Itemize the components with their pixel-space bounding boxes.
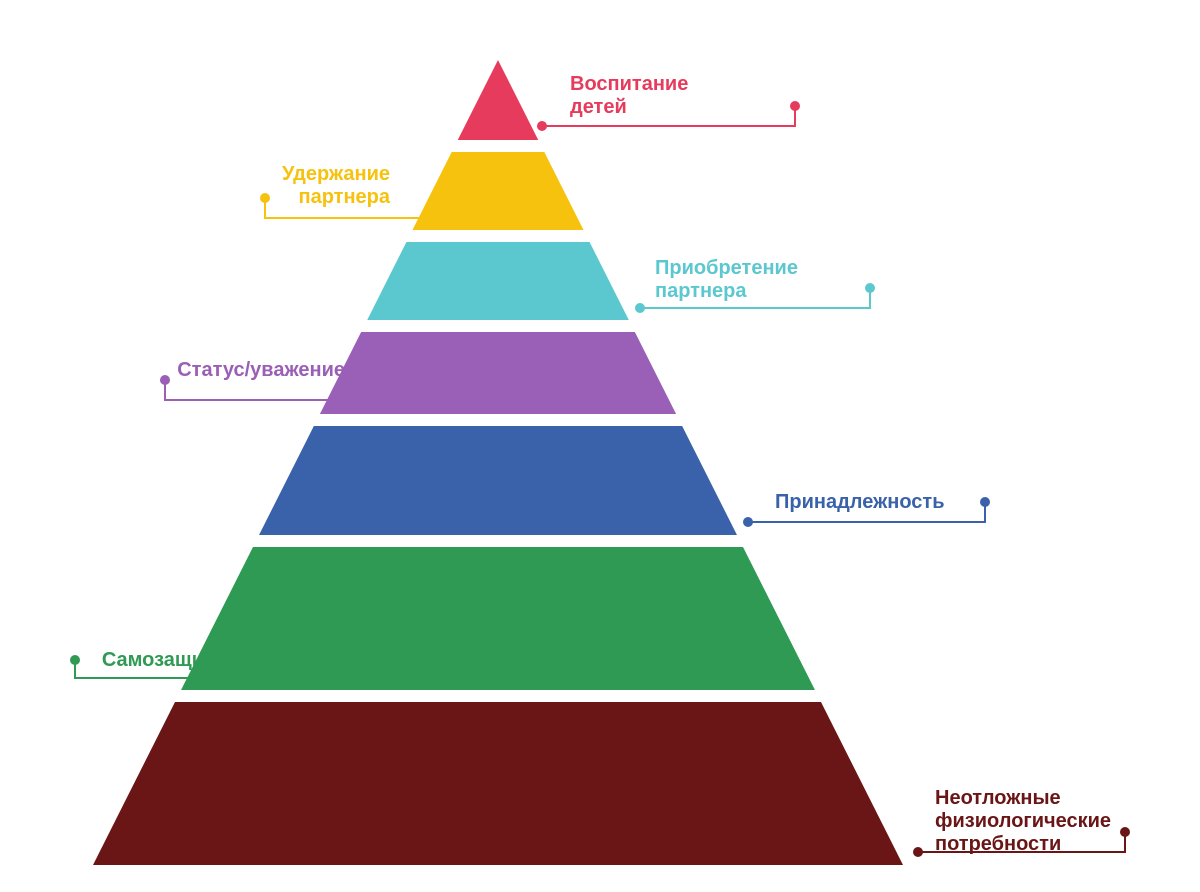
level-7-parenting-shape <box>458 60 538 140</box>
level-4-status-label: Статус/уважение <box>177 359 345 381</box>
level-4-status-dot-end <box>160 375 170 385</box>
level-1-physiological-label: Неотложныефизиологическиепотребности <box>935 787 1111 855</box>
level-4-status: Статус/уважение <box>160 332 676 414</box>
level-2-self-protection-label: Самозащита <box>102 649 226 671</box>
level-1-physiological-dot-end <box>1120 827 1130 837</box>
level-5-mate-acquisition-dot-end <box>865 283 875 293</box>
level-7-parenting-dot-end <box>790 101 800 111</box>
level-7-parenting-label: Воспитаниедетей <box>570 73 688 118</box>
level-4-status-connector <box>165 380 350 400</box>
level-3-affiliation-dot-end <box>980 497 990 507</box>
level-4-status-shape <box>320 332 676 414</box>
level-5-mate-acquisition-dot-start <box>635 303 645 313</box>
level-2-self-protection: Самозащита <box>70 547 815 690</box>
level-3-affiliation-dot-start <box>743 517 753 527</box>
level-2-self-protection-dot-end <box>70 655 80 665</box>
level-7-parenting: Воспитаниедетей <box>458 60 800 140</box>
level-1-physiological: Неотложныефизиологическиепотребности <box>93 702 1130 865</box>
level-1-physiological-dot-start <box>913 847 923 857</box>
level-2-self-protection-shape <box>181 547 815 690</box>
level-2-self-protection-dot-start <box>225 673 235 683</box>
level-3-affiliation-label: Принадлежность <box>775 491 945 513</box>
level-6-mate-retention-label: Удержаниепартнера <box>282 163 391 208</box>
level-4-status-dot-start <box>345 395 355 405</box>
pyramid-diagram: Воспитаниедетей Удержаниепартнера Приобрет… <box>0 0 1200 892</box>
level-3-affiliation: Принадлежность <box>259 426 990 535</box>
level-7-parenting-dot-start <box>537 121 547 131</box>
level-3-affiliation-shape <box>259 426 737 535</box>
level-6-mate-retention: Удержаниепартнера <box>260 152 584 230</box>
level-1-physiological-shape <box>93 702 903 865</box>
level-5-mate-acquisition: Приобретениепартнера <box>367 242 875 320</box>
level-6-mate-retention-dot-start <box>438 213 448 223</box>
level-6-mate-retention-dot-end <box>260 193 270 203</box>
level-5-mate-acquisition-label: Приобретениепартнера <box>655 257 798 302</box>
level-5-mate-acquisition-shape <box>367 242 629 320</box>
